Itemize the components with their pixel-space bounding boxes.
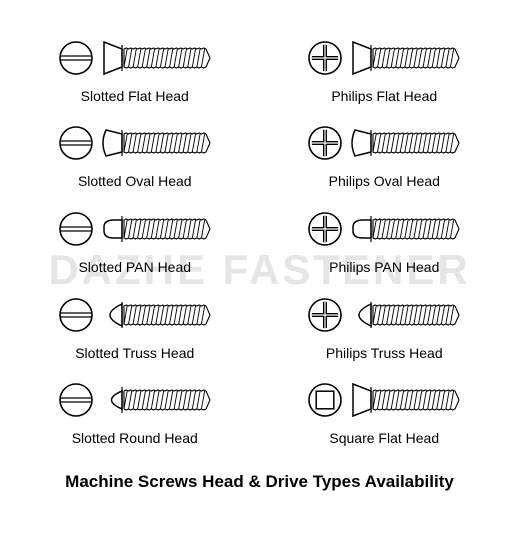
philips-drive-icon [307,297,343,333]
screw-illustration [58,291,212,339]
screw-label: Slotted Flat Head [81,88,189,104]
screw-illustration [307,34,461,82]
round-head-screw-icon [102,380,212,420]
screw-illustration [58,119,212,167]
square-drive-icon [307,382,343,418]
screw-cell: Slotted Flat Head [20,30,250,108]
slotted-drive-icon [58,40,94,76]
screw-label: Philips Flat Head [331,88,437,104]
flat-head-screw-icon [102,38,212,78]
pan-head-screw-icon [102,209,212,249]
screw-illustration [307,291,461,339]
slotted-drive-icon [58,382,94,418]
philips-drive-icon [307,125,343,161]
screw-cell: Slotted Round Head [20,372,250,450]
screw-illustration [58,376,212,424]
truss-head-screw-icon [351,295,461,335]
screw-label: Philips Oval Head [329,173,440,189]
screw-label: Square Flat Head [329,430,439,446]
screw-cell: Philips Flat Head [270,30,500,108]
slotted-drive-icon [58,211,94,247]
flat-head-screw-icon [351,38,461,78]
slotted-drive-icon [58,125,94,161]
screw-illustration [307,119,461,167]
screw-label: Slotted Truss Head [75,345,194,361]
screw-illustration [307,376,461,424]
screw-grid: Slotted Flat Head Philips Flat Head Slot… [0,0,519,460]
flat-head-screw-icon [351,380,461,420]
screw-illustration [58,34,212,82]
screw-label: Slotted PAN Head [78,259,191,275]
screw-cell: Slotted PAN Head [20,201,250,279]
screw-label: Slotted Oval Head [78,173,192,189]
screw-illustration [307,205,461,253]
screw-cell: Philips Truss Head [270,287,500,365]
oval-head-screw-icon [351,123,461,163]
page-title: Machine Screws Head & Drive Types Availa… [0,472,519,492]
philips-drive-icon [307,211,343,247]
oval-head-screw-icon [102,123,212,163]
screw-cell: Slotted Truss Head [20,287,250,365]
screw-cell: Philips PAN Head [270,201,500,279]
screw-illustration [58,205,212,253]
screw-label: Slotted Round Head [72,430,198,446]
screw-label: Philips PAN Head [329,259,439,275]
pan-head-screw-icon [351,209,461,249]
screw-cell: Slotted Oval Head [20,116,250,194]
slotted-drive-icon [58,297,94,333]
screw-cell: Square Flat Head [270,372,500,450]
philips-drive-icon [307,40,343,76]
truss-head-screw-icon [102,295,212,335]
screw-label: Philips Truss Head [326,345,443,361]
screw-cell: Philips Oval Head [270,116,500,194]
